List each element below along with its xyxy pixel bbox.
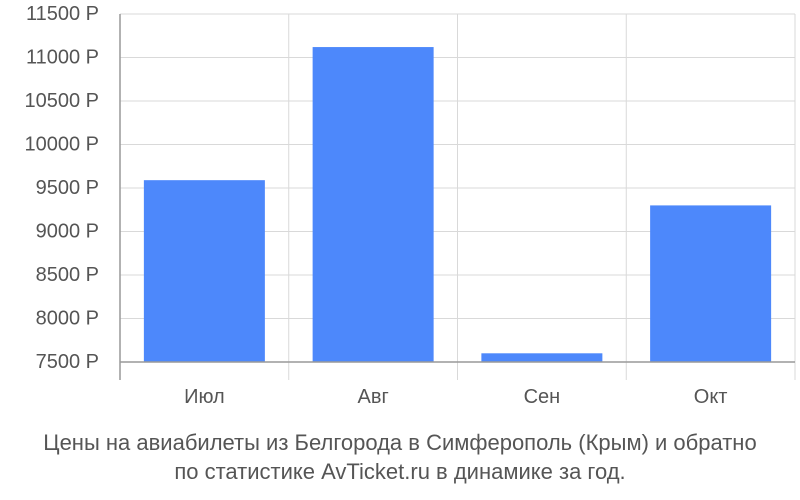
bar xyxy=(312,47,434,363)
caption-line-2: по статистике AvTicket.ru в динамике за … xyxy=(174,459,626,484)
x-axis-labels: Июл Авг Сен Окт xyxy=(184,386,727,408)
y-tick-label: 10500 Р xyxy=(24,90,99,112)
y-axis-labels: 7500 Р 8000 Р 8500 Р 9000 Р 9500 Р 10000 Р 105… xyxy=(24,3,99,373)
chart-caption: Цены на авиабилеты из Белгорода в Симфер… xyxy=(0,428,800,486)
x-tick-label: Сен xyxy=(524,386,561,408)
axes xyxy=(119,14,795,380)
y-tick-label: 11500 Р xyxy=(26,3,99,25)
y-tick-label: 8000 Р xyxy=(36,308,99,330)
y-tick-label: 7500 Р xyxy=(36,351,99,373)
caption-line-1: Цены на авиабилеты из Белгорода в Симфер… xyxy=(43,430,757,455)
bars xyxy=(143,47,772,363)
bar-chart: 7500 Р 8000 Р 8500 Р 9000 Р 9500 Р 10000 Р 105… xyxy=(24,3,796,408)
bar xyxy=(650,205,772,362)
y-tick-label: 10000 Р xyxy=(24,134,99,156)
bar xyxy=(143,180,265,362)
y-tick-label: 9500 Р xyxy=(36,177,99,199)
bar xyxy=(481,353,603,362)
y-tick-label: 8500 Р xyxy=(36,264,99,286)
y-tick-label: 9000 Р xyxy=(36,221,99,243)
x-tick-label: Окт xyxy=(694,386,728,408)
y-tick-label: 11000 Р xyxy=(26,47,99,69)
x-tick-label: Авг xyxy=(357,386,388,408)
x-tick-label: Июл xyxy=(184,386,225,408)
